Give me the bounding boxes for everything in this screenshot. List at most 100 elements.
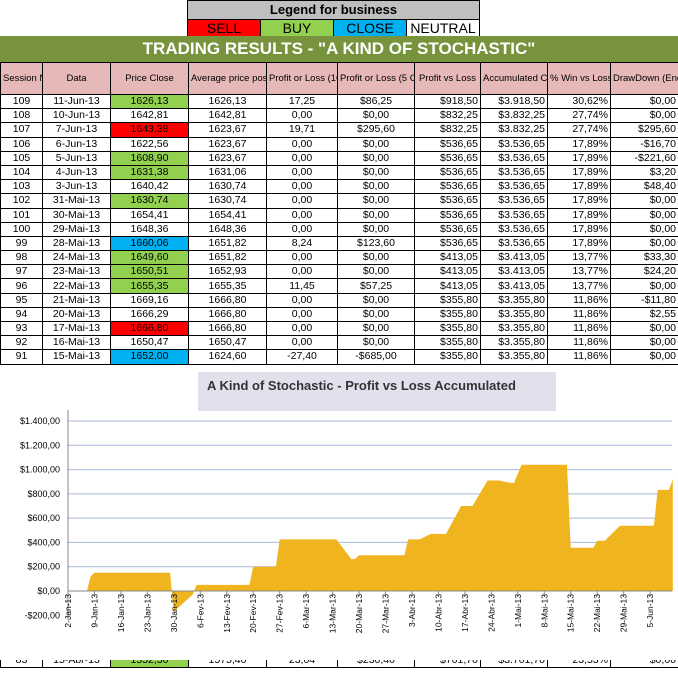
table-row: 91 15-Mai-13 1652,00 1624,60 -27,40 -$685,00 $… <box>0 349 678 365</box>
table-cell[interactable]: 1654,41 <box>110 207 189 223</box>
table-cell[interactable]: -$16,70 <box>610 136 678 152</box>
table-cell[interactable]: 17,89% <box>547 221 611 237</box>
table-cell[interactable]: 1648,36 <box>110 221 189 237</box>
table-cell[interactable]: $123,60 <box>337 235 415 252</box>
y-tick-label: -$200,00 <box>24 610 60 620</box>
table-cell[interactable]: 15-Abr-13 <box>42 660 111 669</box>
table-cell[interactable]: 1608,90 <box>110 150 189 166</box>
table-cell[interactable]: 31-Mai-13 <box>42 193 111 209</box>
table-cell[interactable]: 1552,30 <box>110 660 189 669</box>
table-cell[interactable]: $355,80 <box>414 349 481 365</box>
table-cell[interactable]: 3-Jun-13 <box>42 179 111 195</box>
y-tick-label: $800,00 <box>27 489 60 499</box>
table-row: 107 7-Jun-13 1643,38 1623,67 19,71 $295,60 $83… <box>0 122 678 138</box>
table-cell[interactable]: $3.701,70 <box>480 660 548 669</box>
column-header: Profit or Loss (5 CFD accumulated) <box>337 62 415 95</box>
y-tick-label: $200,00 <box>27 562 60 572</box>
table-cell[interactable]: 1640,42 <box>110 179 189 195</box>
table-row: 83 15-Abr-13 1552,30 1575,40 23,04 $230,40 $70… <box>0 660 678 669</box>
legend-close: CLOSE <box>334 20 407 37</box>
table-cell[interactable]: 100 <box>0 221 43 237</box>
table-cell[interactable]: $3.536,65 <box>480 179 548 195</box>
table-cell[interactable]: $3.536,65 <box>480 235 548 252</box>
table-cell[interactable]: 107 <box>0 122 43 138</box>
table-cell[interactable]: 83 <box>0 660 43 669</box>
x-tick-label: 23-Jan-13 <box>142 594 152 633</box>
table-cell[interactable]: $0,00 <box>337 221 415 237</box>
table-cell[interactable]: $48,40 <box>610 179 678 195</box>
table-cell[interactable]: $3.536,65 <box>480 136 548 152</box>
table-cell[interactable]: $3.832,25 <box>480 122 548 138</box>
x-tick-label: 20-Mar-13 <box>354 594 364 633</box>
table-cell[interactable]: 23,53% <box>547 660 611 669</box>
table-row: 99 28-Mai-13 1660,06 1651,82 8,24 $123,60 $536… <box>0 235 678 252</box>
chart-title: A Kind of Stochastic - Profit vs Loss Ac… <box>198 372 556 411</box>
table-cell[interactable]: $536,65 <box>414 179 481 195</box>
table-cell[interactable]: $0,00 <box>610 660 678 669</box>
table-cell[interactable]: 17,89% <box>547 150 611 166</box>
table-row: 106 6-Jun-13 1622,56 1623,67 0,00 $0,00 $536,6… <box>0 136 678 152</box>
table-cell[interactable]: $3.536,65 <box>480 207 548 223</box>
table-cell[interactable]: 0,00 <box>266 150 338 166</box>
legend: Legend for business SELL BUY CLOSE NEUTRAL <box>187 0 480 38</box>
table-cell[interactable]: 102 <box>0 193 43 209</box>
table-cell[interactable]: $0,00 <box>610 235 678 252</box>
table-cell[interactable]: 8,24 <box>266 235 338 252</box>
table-cell[interactable]: 1623,67 <box>188 122 267 138</box>
x-tick-label: 13-Fev-13 <box>222 594 232 633</box>
table-cell[interactable]: -$221,60 <box>610 150 678 166</box>
table-cell[interactable]: 11,86% <box>547 349 611 365</box>
y-tick-label: $1.400,00 <box>20 416 60 426</box>
x-tick-label: 5-Jun-13 <box>645 594 655 628</box>
table-cell[interactable]: 0,00 <box>266 179 338 195</box>
table-row: 93 17-Mai-13 1666,80 1666,80 0,00 $0,00 $355,8… <box>0 320 678 337</box>
x-tick-label: 6-Mar-13 <box>301 594 311 629</box>
table-cell[interactable]: 1575,40 <box>188 660 267 669</box>
table-cell[interactable]: 91 <box>0 349 43 365</box>
y-tick-label: $400,00 <box>27 537 60 547</box>
column-header: Data <box>42 62 111 95</box>
table-cell[interactable]: 1652,00 <box>110 349 189 365</box>
sheet-title: TRADING RESULTS - "A KIND OF STOCHASTIC" <box>0 36 678 62</box>
legend-neutral: NEUTRAL <box>407 20 479 37</box>
x-tick-label: 20-Fev-13 <box>248 594 258 633</box>
column-header: Profit or Loss (1CFD) <box>266 62 338 95</box>
table-cell[interactable]: 1650,51 <box>110 264 189 280</box>
table-cell[interactable]: $701,70 <box>414 660 481 669</box>
table-cell[interactable]: $536,65 <box>414 150 481 166</box>
table-cell[interactable]: 27,74% <box>547 122 611 138</box>
table-cell[interactable]: 1630,74 <box>110 193 189 209</box>
table-cell[interactable]: 5-Jun-13 <box>42 150 111 166</box>
table-cell[interactable]: $230,40 <box>337 660 415 669</box>
table-cell[interactable]: 1624,60 <box>188 349 267 365</box>
column-header: % Win vs Loss <box>547 62 611 95</box>
x-tick-label: 1-Mai-13 <box>513 594 523 628</box>
table-cell[interactable]: $0,00 <box>337 136 415 152</box>
table-cell[interactable]: 1654,41 <box>188 207 267 223</box>
x-tick-label: 10-Abr-13 <box>433 594 443 632</box>
table-cell[interactable]: 1649,60 <box>110 250 189 266</box>
table-cell[interactable]: 17,89% <box>547 179 611 195</box>
table-row: 102 31-Mai-13 1630,74 1630,74 0,00 $0,00 $536,… <box>0 193 678 209</box>
table-cell[interactable]: 1660,06 <box>110 235 189 252</box>
y-tick-label: $1.000,00 <box>20 465 60 475</box>
table-cell[interactable]: 15-Mai-13 <box>42 349 111 365</box>
table-cell[interactable]: 4-Jun-13 <box>42 164 111 181</box>
table-cell[interactable]: 1631,38 <box>110 164 189 181</box>
table-cell[interactable]: 17,89% <box>547 164 611 181</box>
x-tick-label: 8-Mai-13 <box>539 594 549 628</box>
table-cell[interactable]: 23,04 <box>266 660 338 669</box>
x-tick-label: 16-Jan-13 <box>116 594 126 633</box>
table-cell[interactable]: $295,60 <box>610 122 678 138</box>
table-cell[interactable]: 28-Mai-13 <box>42 235 111 252</box>
column-header: Profit vs Loss <box>414 62 481 95</box>
x-tick-label: 13-Mar-13 <box>328 594 338 633</box>
table-cell[interactable]: $0,00 <box>610 193 678 209</box>
column-header: Accumulated Capital <box>480 62 548 95</box>
x-tick-label: 29-Mai-13 <box>619 594 629 633</box>
table-cell[interactable]: 29-Mai-13 <box>42 221 111 237</box>
table-cell[interactable]: 1626,13 <box>110 93 189 110</box>
table-cell[interactable]: 1648,36 <box>188 221 267 237</box>
table-cell[interactable]: 1623,67 <box>188 150 267 166</box>
x-tick-label: 27-Fev-13 <box>275 594 285 633</box>
